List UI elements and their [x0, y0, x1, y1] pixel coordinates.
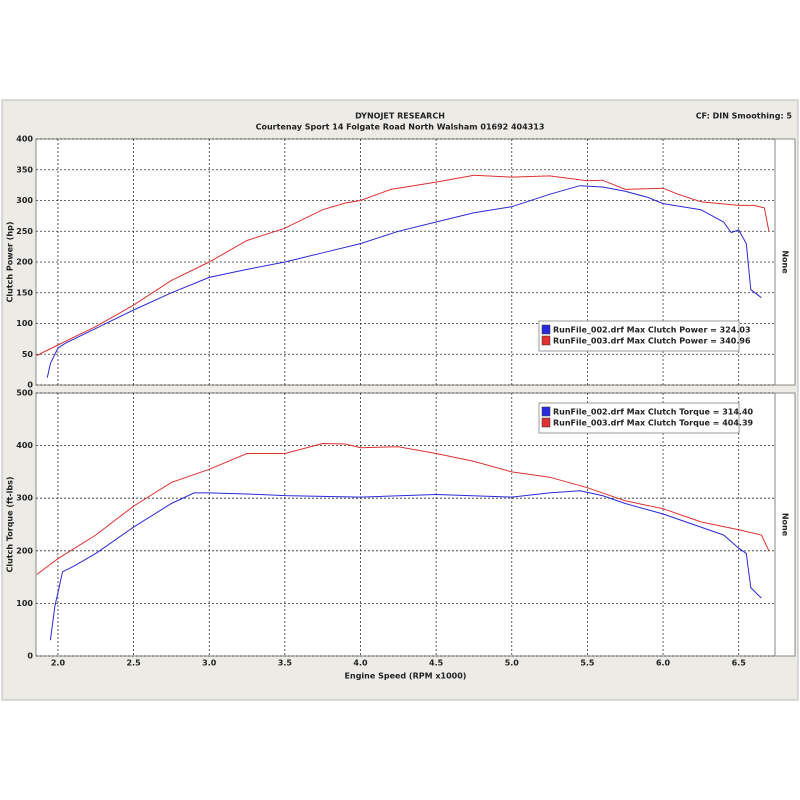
x-tick-label: 3.5 [278, 659, 293, 668]
y-tick-label: 200 [16, 546, 33, 555]
y-tick-label: 350 [16, 165, 33, 174]
legend-label: RunFile_003.drf Max Clutch Torque = 404.… [553, 419, 754, 428]
y-tick-label: 300 [16, 494, 33, 503]
right-strip [774, 392, 796, 657]
legend-swatch [541, 417, 551, 428]
y-tick-label: 400 [16, 441, 33, 450]
x-tick-label: 2.5 [126, 659, 141, 668]
y-axis-label: Clutch Power (hp) [6, 222, 15, 303]
series-line [36, 174, 770, 356]
x-tick-label: 5.0 [505, 659, 520, 668]
legend-label: RunFile_002.drf Max Clutch Torque = 314.… [553, 408, 754, 417]
y-tick-label: 0 [27, 652, 33, 661]
series-line [49, 490, 762, 641]
y-tick-label: 50 [22, 350, 34, 359]
y-tick-label: 300 [16, 196, 33, 205]
y-tick-label: 400 [16, 135, 33, 144]
y-tick-label: 250 [16, 227, 33, 236]
subtitle: Courtenay Sport 14 Folgate Road North Wa… [256, 123, 545, 132]
y-axis-label: Clutch Torque (ft-lbs) [6, 477, 15, 573]
x-tick-label: 4.0 [353, 659, 368, 668]
x-tick-label: 3.0 [202, 659, 217, 668]
legend-box [538, 320, 740, 352]
x-tick-label: 6.5 [732, 659, 747, 668]
legend-swatch [541, 324, 551, 335]
x-axis-label: Engine Speed (RPM x1000) [345, 672, 467, 681]
x-tick-label: 4.5 [429, 659, 444, 668]
legend-swatch [541, 335, 551, 346]
right-strip [774, 138, 796, 386]
x-tick-label: 2.0 [51, 659, 66, 668]
x-tick-label: 6.0 [656, 659, 671, 668]
y-tick-label: 0 [27, 381, 33, 390]
title: DYNOJET RESEARCH [355, 112, 445, 121]
y-tick-label: 100 [16, 319, 33, 328]
y-tick-label: 150 [16, 288, 33, 297]
plot-area [35, 392, 776, 657]
legend-box [538, 402, 740, 434]
y-tick-label: 100 [16, 599, 33, 608]
legend-swatch [541, 406, 551, 417]
series-line [46, 185, 762, 378]
right-label: None [781, 513, 790, 537]
settings: CF: DIN Smoothing: 5 [696, 112, 793, 121]
legend-label: RunFile_003.drf Max Clutch Power = 340.9… [553, 337, 751, 346]
y-tick-label: 200 [16, 258, 33, 267]
series-line [36, 442, 770, 575]
x-tick-label: 5.5 [580, 659, 595, 668]
y-tick-label: 500 [16, 389, 33, 398]
right-label: None [781, 250, 790, 274]
legend-label: RunFile_002.drf Max Clutch Power = 324.0… [553, 326, 751, 335]
